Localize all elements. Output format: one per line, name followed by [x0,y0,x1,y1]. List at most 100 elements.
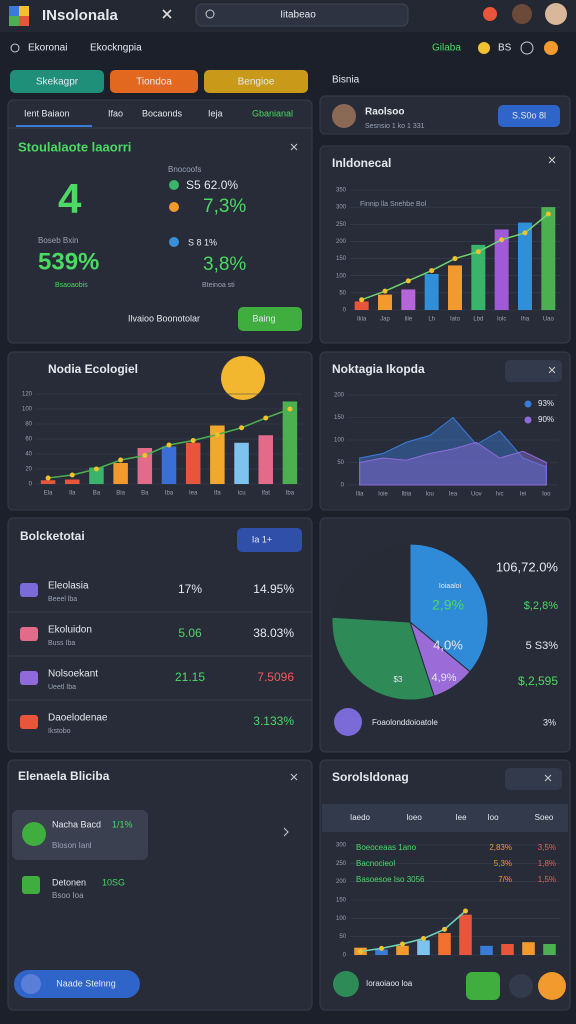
x-tick-label: Iei [520,492,526,498]
icon-button[interactable] [538,972,566,1000]
row-name: Eleolasia [48,581,89,592]
button[interactable] [466,972,500,1000]
y-tick-label: 100 [336,916,347,922]
panel-title: Bolcketotai [20,529,85,543]
button[interactable] [14,970,140,998]
search-box[interactable] [195,3,409,27]
pie-icon [334,708,362,736]
icon-button[interactable] [509,974,533,998]
pie-label: 2,9% [432,597,464,613]
button[interactable] [238,307,302,331]
nav-item[interactable]: Ekoronai [28,43,67,54]
x-tick-label: Iha [521,317,530,323]
pie-slice [331,543,411,623]
tab[interactable]: Ient Baiaon [24,108,70,118]
y-tick-label: 50 [339,934,346,940]
settings-icon[interactable] [520,41,534,55]
row-value: 21.15 [175,670,205,684]
close-icon[interactable] [544,774,552,782]
x-tick-label: Ibia [401,492,411,498]
trend-point [545,211,551,217]
user-icon[interactable] [544,41,558,55]
row-value: 3.133% [253,714,294,728]
legend-label: 90% [538,415,554,424]
y-tick-label: 300 [336,843,347,849]
button-label: Naade Stelnng [56,978,116,988]
panel-title: Elenaela Bliciba [18,769,110,783]
notification-icon[interactable] [483,7,497,21]
close-icon[interactable] [290,773,298,781]
pick-pct: 10SG [102,877,125,887]
pie-label: 106,72.0% [496,559,559,574]
y-tick-label: 60 [25,437,32,443]
x-tick-label: Ifat [262,491,271,497]
y-tick-label: 200 [336,879,347,885]
tab[interactable]: Ieja [208,108,223,118]
close-icon[interactable] [290,143,298,151]
close-icon[interactable] [548,156,556,164]
icon [22,822,46,846]
stat-value: 539% [38,248,99,275]
close-icon[interactable] [162,9,172,19]
avatar[interactable] [545,3,567,25]
action-button[interactable] [10,70,104,93]
bar [501,944,514,955]
x-tick-label: Ba [141,491,149,497]
table-cell: 3,5% [538,843,556,852]
stat-label: S 8 1% [188,237,217,247]
pie-icon [333,971,359,997]
bar [448,265,462,310]
tab[interactable]: Bocaonds [142,108,183,118]
table-cell: 1,5% [538,875,556,884]
table-cell: 1,8% [538,859,556,868]
table-cell: Boeoceaas 1ano [356,843,417,852]
bar [417,940,430,955]
y-tick-label: 0 [343,953,347,959]
bar [89,467,104,484]
button[interactable] [498,105,560,127]
x-tick-label: Ioo [542,492,551,498]
action-button[interactable] [110,70,198,93]
chart-subtitle: Finnip lla Snehbe Bol [360,201,427,208]
row-sub: Ueetl Iba [48,684,76,691]
trend-line [360,910,466,953]
tab[interactable]: Ifao [108,108,123,118]
x-tick-label: Icu [238,491,246,497]
avatar[interactable] [512,4,532,24]
caption: Bsaoaobis [55,282,88,289]
trend-point [475,249,481,255]
trend-point [421,936,426,941]
controls[interactable] [505,768,562,790]
chevron[interactable] [283,827,289,837]
panel-title: Stoulalaote laaorri [18,139,131,154]
pick-name: Detonen [52,877,86,887]
trend-point [452,256,458,262]
bar [185,442,201,484]
x-tick-label: Ikla [357,317,367,323]
trend-point [442,926,447,932]
close-icon[interactable] [548,366,556,374]
nav-code: BS [498,43,512,54]
y-tick-label: 100 [22,407,33,413]
button[interactable] [237,528,302,552]
nav-item[interactable]: Ekockngpia [90,43,142,54]
x-tick-label: Uov [471,492,482,498]
icon [21,974,41,994]
area [359,441,547,486]
pie-label: Ioiaaloi [439,583,462,590]
x-tick-label: Lh [428,317,435,323]
globe-icon [169,180,179,190]
panel-title: Sorolsldonag [332,770,409,784]
x-tick-label: Iou [425,492,433,498]
row-sub: Beeel lba [48,596,77,603]
action-button[interactable] [204,70,308,93]
panel-title: Inldonecal [332,156,391,170]
x-tick-label: Iile [404,317,412,323]
tab[interactable]: Gbanianal [252,108,293,118]
big-number: 4 [58,175,82,222]
controls[interactable] [505,360,562,382]
pie-label: $3 [394,675,403,684]
bar [137,448,153,484]
pick-card[interactable] [12,810,148,860]
y-tick-label: 100 [336,273,347,279]
